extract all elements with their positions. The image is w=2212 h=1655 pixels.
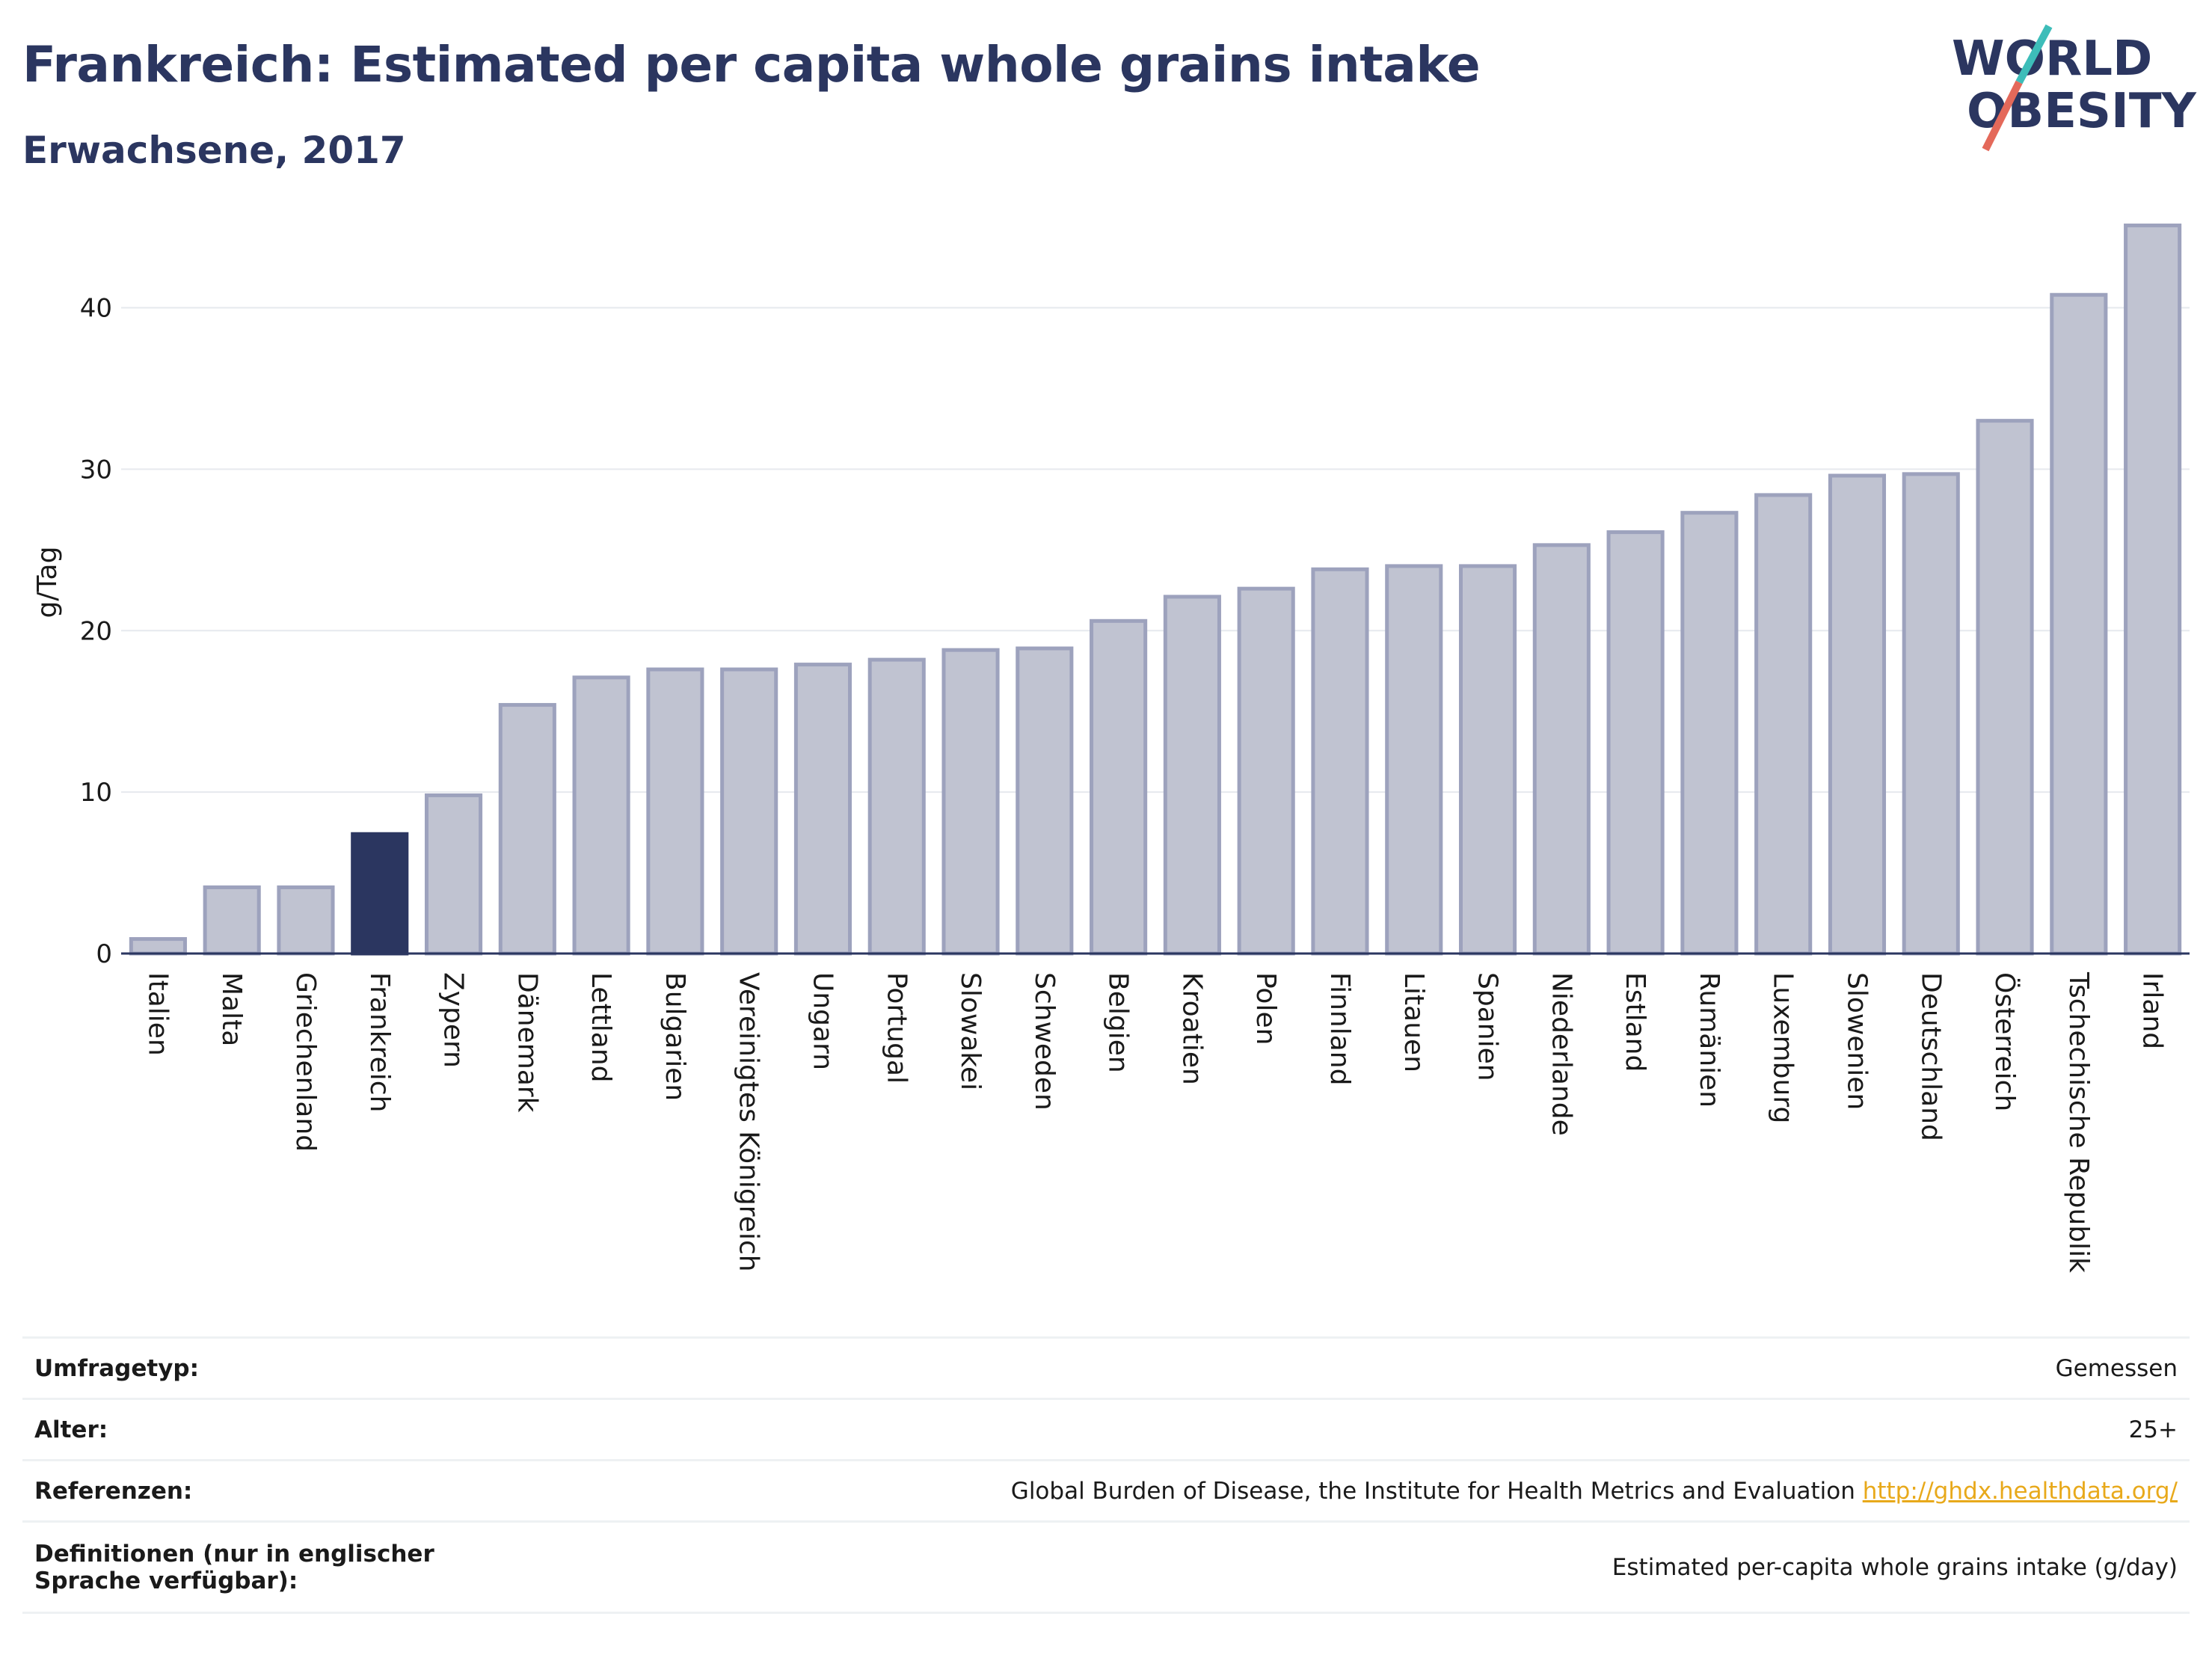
metadata-key: Definitionen (nur in englischer Sprache … (34, 1540, 434, 1594)
bar-chart: 0 10 20 30 40 g/Tag Italien Malta Griechenland Fr… (32, 223, 2190, 1273)
y-tick-label: 0 (96, 939, 112, 969)
logo-slash-top (2015, 24, 2053, 85)
chart-subtitle: Erwachsene, 2017 (22, 129, 406, 172)
bar-zypern[interactable] (424, 793, 483, 956)
x-tick-label: Belgien (1103, 972, 1134, 1073)
x-tick-label: Finnland (1324, 972, 1355, 1085)
x-tick-label: Slowenien (1841, 972, 1872, 1110)
metadata-table: Umfragetyp: Gemessen Alter: 25+ Referenzen: G… (22, 1336, 2190, 1614)
x-tick-label: Schweden (1029, 972, 1060, 1111)
x-tick-label: Rumänien (1694, 972, 1724, 1108)
x-tick-label: Bulgarien (660, 972, 690, 1101)
x-tick-label: Malta (216, 972, 247, 1046)
metadata-value: Gemessen (2056, 1355, 2178, 1382)
x-tick-label: Luxemburg (1768, 972, 1798, 1123)
metadata-value: 25+ (2129, 1416, 2178, 1443)
x-tick-label: Griechenland (290, 972, 321, 1152)
bar-kroatien[interactable] (1163, 595, 1221, 956)
metadata-value-text: Global Burden of Disease, the Institute … (1010, 1477, 1855, 1505)
metadata-value-text: Estimated per-capita whole grains intake… (1612, 1553, 2178, 1581)
bar-luxemburg[interactable] (1754, 493, 1813, 956)
x-tick-label: Dänemark (511, 972, 542, 1113)
bar-spanien[interactable] (1458, 564, 1517, 956)
bar-litauen[interactable] (1385, 564, 1443, 956)
reference-link[interactable]: http://ghdx.healthdata.org/ (1862, 1477, 2178, 1505)
x-tick-label: Frankreich (364, 972, 395, 1112)
x-tick-label: Zypern (438, 972, 469, 1068)
metadata-row: Alter: 25+ (22, 1400, 2190, 1461)
bar-lettland[interactable] (572, 675, 630, 956)
y-tick-label: 40 (80, 294, 112, 324)
world-obesity-logo: WORLD OBESITY (1952, 24, 2196, 152)
bar-slowakei[interactable] (941, 648, 1000, 956)
bar-rumänien[interactable] (1680, 511, 1739, 956)
x-tick-label: Polen (1250, 972, 1281, 1045)
metadata-value-text: Gemessen (2055, 1354, 2178, 1382)
metadata-key: Referenzen: (34, 1477, 193, 1505)
metadata-row: Umfragetyp: Gemessen (22, 1339, 2190, 1400)
bar-bulgarien[interactable] (646, 667, 704, 956)
bar-österreich[interactable] (1976, 419, 2034, 956)
bar-irland[interactable] (2124, 223, 2182, 956)
y-tick-label: 30 (80, 455, 112, 485)
bar-malta[interactable] (203, 885, 261, 956)
metadata-key: Alter: (34, 1416, 108, 1443)
bar-polen[interactable] (1237, 586, 1295, 956)
metadata-value-text: 25+ (2128, 1416, 2178, 1443)
x-tick-label: Spanien (1472, 972, 1503, 1081)
x-tick-label: Ungarn (807, 972, 838, 1070)
metadata-value: Estimated per-capita whole grains intake… (1612, 1554, 2178, 1581)
x-tick-label: Vereinigtes Königreich (734, 972, 764, 1272)
bar-niederlande[interactable] (1532, 543, 1591, 956)
bar-schweden[interactable] (1016, 646, 1074, 956)
bar-portugal[interactable] (867, 657, 926, 956)
x-tick-label: Estland (1620, 972, 1650, 1072)
bar-italien[interactable] (129, 937, 187, 956)
bar-vereinigtes-königreich[interactable] (720, 667, 778, 956)
metadata-value: Global Burden of Disease, the Institute … (1011, 1478, 2178, 1505)
bar-tschechische-republik[interactable] (2050, 292, 2108, 956)
logo-slash-bottom (1982, 80, 2023, 152)
bar-estland[interactable] (1606, 530, 1665, 956)
x-tick-label: Kroatien (1176, 972, 1207, 1085)
x-tick-label: Irland (2137, 972, 2168, 1049)
bar-griechenland[interactable] (277, 885, 335, 956)
x-tick-label: Lettland (586, 972, 616, 1083)
x-tick-label: Litauen (1398, 972, 1429, 1072)
bar-dänemark[interactable] (498, 703, 556, 956)
metadata-row: Referenzen: Global Burden of Disease, the… (22, 1461, 2190, 1523)
x-tick-label: Italien (142, 972, 173, 1056)
logo-line1: WORLD (1952, 31, 2152, 87)
x-tick-label: Niederlande (1546, 972, 1576, 1136)
bar-frankreich[interactable] (351, 832, 409, 956)
x-tick-label: Deutschland (1915, 972, 1946, 1141)
bar-deutschland[interactable] (1902, 472, 1960, 956)
bar-finnland[interactable] (1311, 567, 1369, 956)
metadata-key: Umfragetyp: (34, 1354, 199, 1382)
chart-title: Frankreich: Estimated per capita whole g… (22, 36, 1481, 93)
x-tick-label: Tschechische Republik (2063, 971, 2094, 1273)
bar-belgien[interactable] (1090, 618, 1148, 956)
x-tick-label: Slowakei (955, 972, 986, 1090)
y-tick-label: 10 (80, 778, 112, 808)
metadata-row: Definitionen (nur in englischer Sprache … (22, 1523, 2190, 1614)
x-tick-label: Portugal (881, 972, 912, 1084)
y-axis-label: g/Tag (32, 547, 63, 618)
bar-slowenien[interactable] (1828, 473, 1887, 956)
y-tick-label: 20 (80, 616, 112, 646)
x-tick-label: Österreich (1989, 972, 2021, 1111)
bar-ungarn[interactable] (793, 663, 852, 956)
